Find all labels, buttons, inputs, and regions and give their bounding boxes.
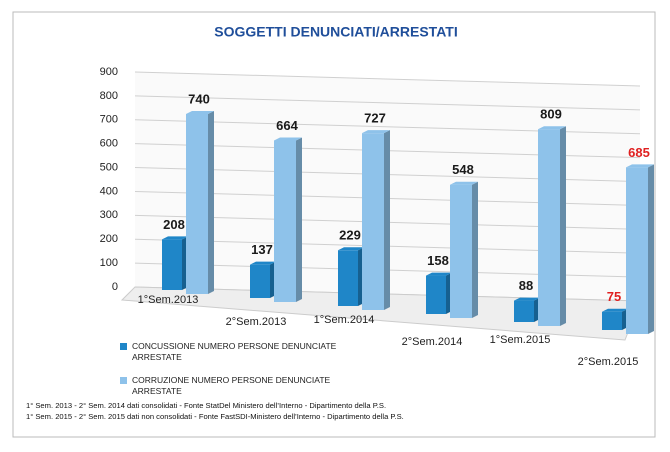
chart-title: SOGGETTI DENUNCIATI/ARRESTATI [214,24,457,40]
y-tick-label: 300 [100,209,118,221]
grid-line [134,95,641,111]
bar-front [362,133,384,310]
bar [538,126,566,326]
value-label: 809 [540,107,562,122]
bar-front [514,300,534,322]
y-tick-label: 200 [100,233,118,245]
legend-swatch [120,343,127,350]
x-tick-label: 1°Sem.2013 [138,294,199,306]
bar-front [186,114,208,294]
bar-side [560,126,566,326]
value-label: 208 [163,217,185,232]
bar-front [538,129,560,326]
y-tick-label: 800 [100,90,118,102]
bar [162,236,188,290]
y-tick-label: 0 [112,281,118,293]
bar [338,247,364,306]
value-label: 740 [188,91,210,106]
x-tick-label: 2°Sem.2015 [578,356,639,368]
value-label: 88 [519,278,533,293]
bar-top [362,130,390,134]
bar [186,111,214,294]
y-tick-label: 400 [100,185,118,197]
note: 1° Sem. 2013 - 2° Sem. 2014 dati consoli… [26,401,387,410]
value-label: 137 [251,242,273,257]
y-tick-label: 100 [100,257,118,269]
value-label: 229 [339,228,361,243]
y-tick-label: 500 [100,161,118,173]
x-tick-label: 2°Sem.2013 [226,316,287,328]
bar [514,297,540,322]
bar-top [338,247,364,251]
value-label: 548 [452,162,474,177]
value-label: 75 [607,289,621,304]
bar [602,308,628,330]
bar-top [450,181,478,185]
x-tick-label: 1°Sem.2014 [314,314,375,326]
bar-side [648,164,654,334]
x-tick-label: 2°Sem.2014 [402,336,463,348]
bar-top [162,236,188,240]
bar-top [626,164,654,168]
note: 1° Sem. 2015 - 2° Sem. 2015 dati non con… [26,412,404,421]
bar-top [186,111,214,114]
value-label: 685 [628,145,650,160]
bar [274,137,302,302]
grid-line [134,71,641,87]
bar-front [602,311,622,330]
bar [362,130,390,310]
bar-side [296,137,302,302]
bar-top [274,137,302,141]
bar [626,164,654,334]
y-tick-label: 900 [100,66,118,78]
value-label: 664 [276,118,298,133]
value-label: 727 [364,111,386,126]
bar-side [472,181,478,318]
legend-label: CORRUZIONE NUMERO PERSONE DENUNCIATE ARR… [132,375,331,396]
value-label: 158 [427,253,449,268]
bar-front [162,239,182,290]
bar-side [384,130,390,310]
legend-swatch [120,377,127,384]
bar-top [602,308,628,312]
y-tick-label: 600 [100,138,118,150]
bar-top [250,261,276,265]
bar-front [626,167,648,334]
bar-front [450,184,472,318]
bar-top [538,126,566,130]
legend-label: CONCUSSIONE NUMERO PERSONE DENUNCIATE AR… [132,341,337,362]
bar-front [250,264,270,298]
y-tick-label: 700 [100,114,118,126]
bar [426,272,452,314]
legend-item: CORRUZIONE NUMERO PERSONE DENUNCIATE ARR… [120,375,342,397]
legend-item: CONCUSSIONE NUMERO PERSONE DENUNCIATE AR… [120,341,342,363]
bar-front [274,140,296,302]
bar-front [338,250,358,306]
bar [450,181,478,318]
bar-side [208,111,214,294]
bar [250,261,276,298]
bar-top [426,272,452,276]
bar-front [426,275,446,314]
bar-top [514,297,540,301]
x-tick-label: 1°Sem.2015 [490,334,551,346]
